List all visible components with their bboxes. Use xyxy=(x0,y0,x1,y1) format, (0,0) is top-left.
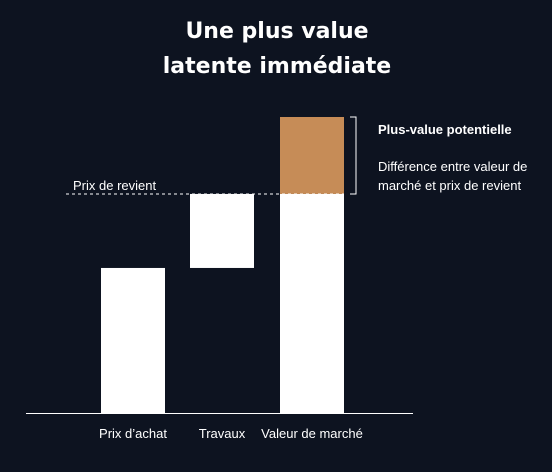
bar-base-2 xyxy=(280,193,344,413)
annotation-bracket xyxy=(350,116,357,195)
tick-label-1: Travaux xyxy=(199,426,246,441)
bar-base-1 xyxy=(190,193,254,268)
bar-base-0 xyxy=(101,267,165,413)
tick-labels: Prix d’achat Travaux Valeur de marché xyxy=(99,426,363,441)
chart-title-line-2: latente immédiate xyxy=(163,54,391,79)
annotation-line-1: Différence entre valeur de xyxy=(378,159,527,174)
bar-gain-2 xyxy=(280,117,344,194)
tick-label-2: Valeur de marché xyxy=(261,426,363,441)
bars-layer xyxy=(101,117,344,413)
tick-label-0: Prix d’achat xyxy=(99,426,167,441)
chart-title-line-1: Une plus value xyxy=(185,19,368,44)
annotation-title: Plus-value potentielle xyxy=(378,122,512,137)
annotation-line-2: marché et prix de revient xyxy=(378,178,521,193)
reference-label: Prix de revient xyxy=(73,178,156,193)
